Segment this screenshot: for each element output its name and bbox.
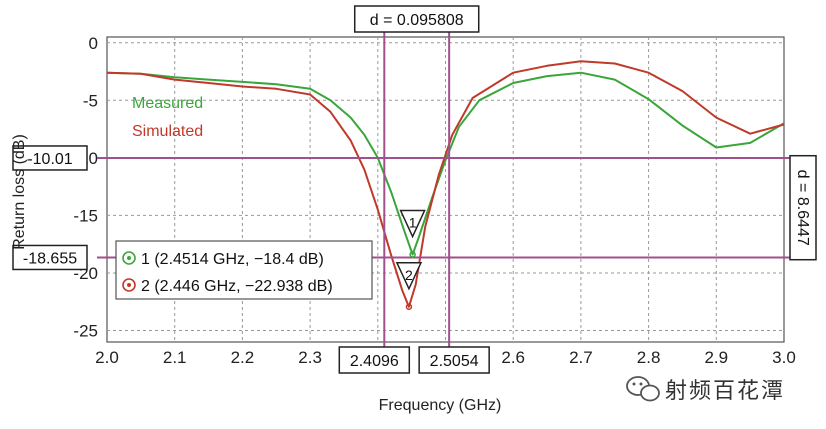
x-tick-label: 2.0	[95, 348, 119, 367]
marker-legend-dot-1	[127, 256, 131, 260]
x-tick-label: 3.0	[772, 348, 796, 367]
series-group	[106, 60, 785, 308]
y-tick-label: -25	[73, 321, 98, 340]
horizontal-marker-label-box	[12, 145, 88, 171]
horizontal-marker-label: -18.655	[23, 250, 77, 267]
y-axis-label: Return loss (dB)	[11, 134, 28, 250]
marker-triangle-1	[399, 209, 426, 239]
marker-legend-icon-1	[122, 251, 136, 265]
marker-legend-icon-2	[122, 278, 136, 292]
x-axis-label: Frequency (GHz)	[379, 397, 502, 414]
x-tick-label: 2.1	[163, 348, 187, 367]
vertical-marker-label-box	[338, 346, 411, 374]
marker-triangle-label-2: 2	[405, 267, 413, 283]
vertical-marker-label-box	[418, 346, 490, 374]
delta-y-group: d = 8.6447	[789, 154, 817, 261]
marker-legend-dot-2	[127, 283, 131, 287]
x-tick-label: 2.7	[569, 348, 593, 367]
vertical-marker-label: 2.5054	[430, 353, 479, 370]
watermark-text: 射频百花潭	[665, 379, 785, 404]
marker-legend-text-2: 2 (2.446 GHz, −22.938 dB)	[141, 278, 333, 295]
watermark: 射频百花潭	[626, 376, 785, 404]
y-tick-label: -15	[73, 206, 98, 225]
y-tick-label: 0	[89, 34, 98, 53]
series-line-measured	[106, 71, 785, 256]
marker-lines: 2.4096 2.5054 -10.01 -18.655 d = 0.095808 d =…	[12, 5, 817, 374]
legend: Measured Simulated	[132, 95, 203, 140]
wechat-icon	[626, 376, 660, 402]
x-tick-label: 2.9	[704, 348, 728, 367]
marker-triangle-label-1: 1	[409, 215, 417, 231]
x-tick-label: 2.3	[298, 348, 322, 367]
x-tick-label: 2.6	[501, 348, 525, 367]
delta-x-label: d = 0.095808	[370, 12, 464, 29]
delta-y-box	[789, 154, 817, 261]
series-line-simulated	[106, 60, 785, 308]
x-tick-label: 2.8	[637, 348, 661, 367]
data-point-2	[405, 303, 413, 311]
horizontal-marker-label: -10.01	[27, 151, 72, 168]
data-point-1	[409, 251, 416, 258]
marker-triangle-2	[395, 262, 423, 291]
x-tick-label: 2.2	[231, 348, 255, 367]
delta-y-label: d = 8.6447	[794, 170, 811, 246]
point-markers: 1 2 1 (2.4514 GHz, −18.4 dB) 2 (2.446 GHz, …	[115, 209, 426, 311]
y-axis-ticks: 0-5-10-15-20-25	[73, 34, 98, 341]
horizontal-marker-label-box	[12, 244, 88, 271]
legend-item-measured: Measured	[132, 95, 203, 112]
y-tick-label: -5	[83, 91, 98, 110]
vertical-marker-label: 2.4096	[350, 353, 399, 370]
delta-x-label-box	[353, 5, 480, 33]
legend-item-simulated: Simulated	[132, 123, 203, 140]
marker-legend-box	[115, 240, 373, 300]
marker-legend-text-1: 1 (2.4514 GHz, −18.4 dB)	[141, 251, 324, 268]
